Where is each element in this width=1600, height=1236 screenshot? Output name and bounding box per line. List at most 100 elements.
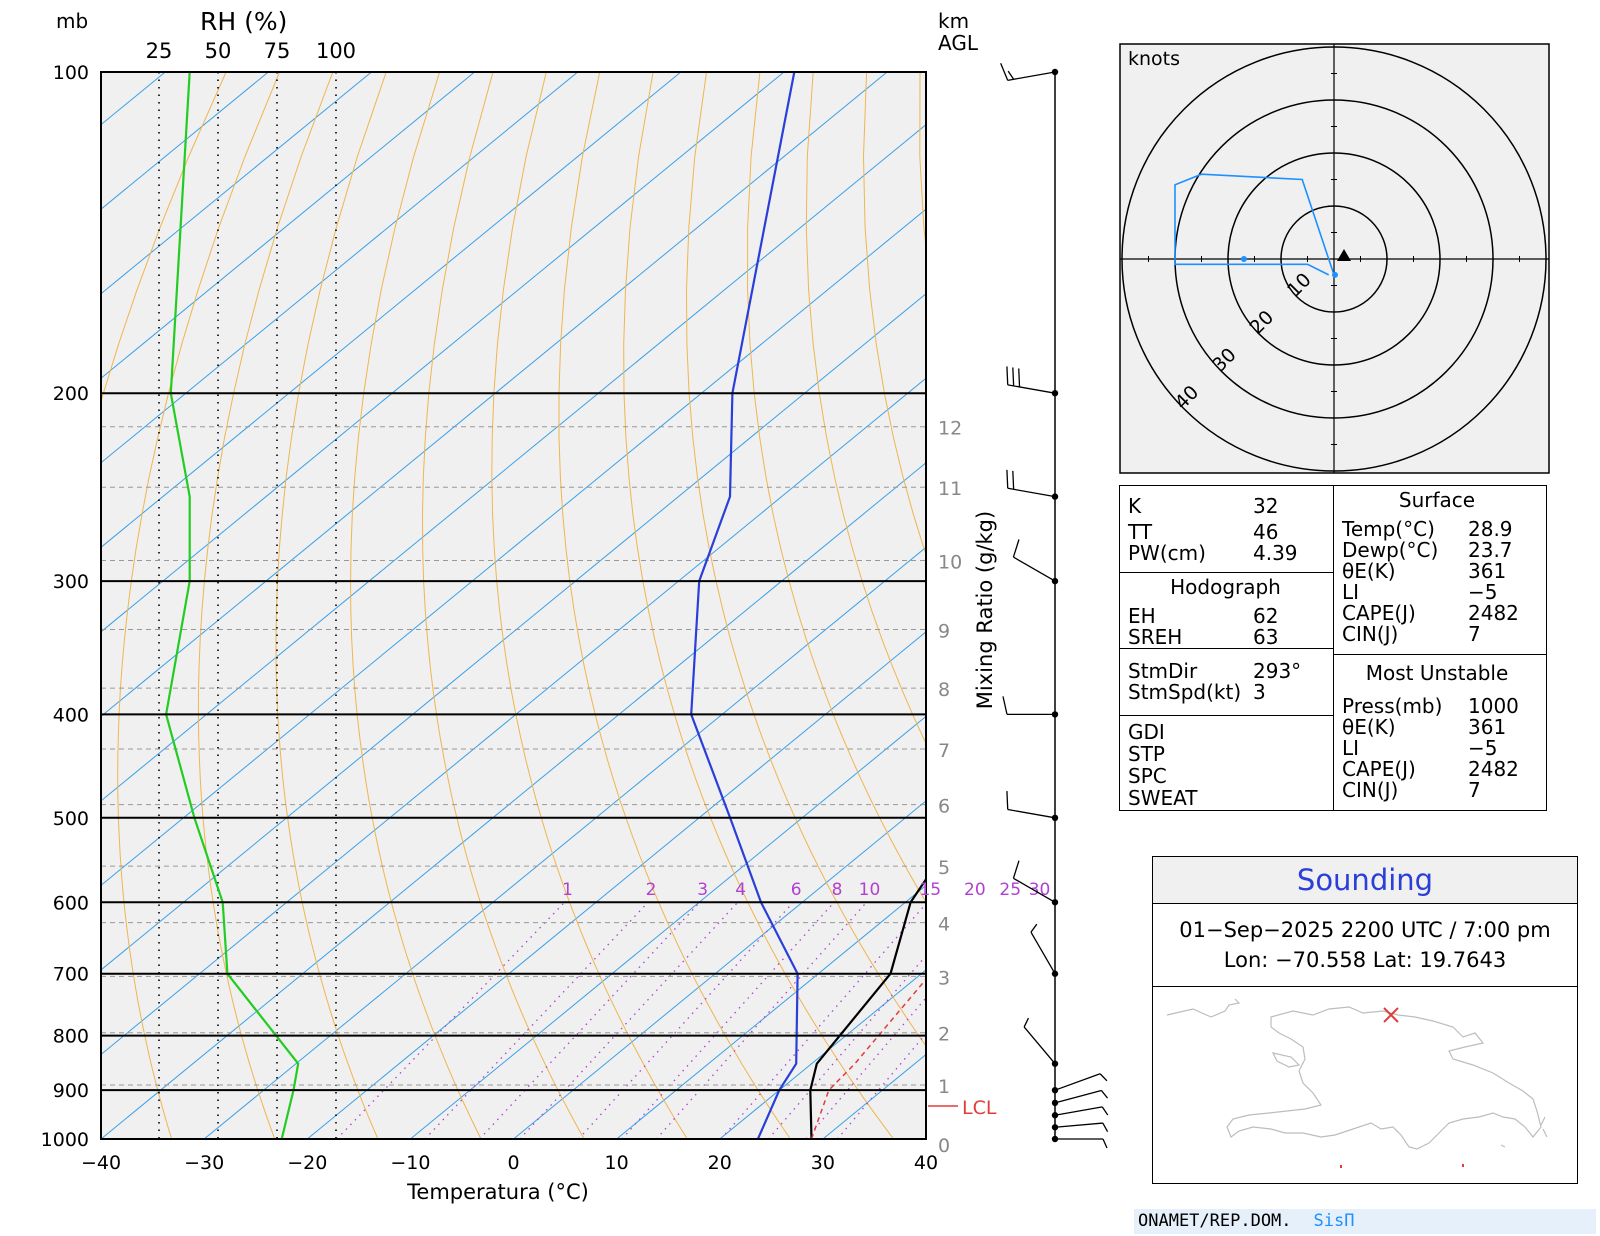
mixing-ratio-tick-label: 6: [791, 880, 802, 900]
wind-barb-flag: [1023, 1017, 1030, 1028]
mixing-ratio-line: [767, 954, 926, 1139]
pressure-tick-label: 1000: [41, 1129, 89, 1151]
spc-label: SPC: [1128, 764, 1167, 788]
isotherm-line: [203, 546, 926, 1139]
dry-adiabat-line: [685, 72, 926, 1047]
most-unstable-label: CAPE(J): [1342, 757, 1416, 781]
isotherm-line: [410, 715, 926, 1139]
temperature-tick-label: 0: [507, 1152, 519, 1174]
mixing-ratio-tick-label: 15: [919, 880, 941, 900]
height-tick-label: 3: [938, 967, 950, 989]
stp-label: STP: [1128, 742, 1165, 766]
most-unstable-row: θE(K) 361: [1342, 717, 1532, 738]
isotherm-line: [101, 208, 926, 887]
wind-barb: [1007, 384, 1056, 394]
mixing-ratio-tick-label: 30: [1029, 880, 1051, 900]
wind-barb-flag: [1006, 366, 1009, 385]
mixing-ratio-tick-label: 8: [832, 880, 843, 900]
most-unstable-value: 361: [1468, 715, 1507, 739]
wind-barb-flag: [1007, 70, 1015, 80]
isotherm-line: [101, 72, 579, 464]
most-unstable-value: 2482: [1468, 757, 1519, 781]
indices-panel: K 32 TT 46 PW(cm) 4.39 Hodograph EH 62 SREH 6…: [1119, 485, 1547, 811]
height-tick-label: 1: [938, 1076, 950, 1098]
wind-barb-flag: [1102, 1138, 1108, 1149]
mixing-ratio-line: [336, 901, 566, 1139]
surface-label: Dewp(°C): [1342, 538, 1439, 562]
station-location-marker: [1383, 1007, 1399, 1023]
mixing-ratio-tick-label: 4: [735, 880, 746, 900]
most-unstable-value: 7: [1468, 778, 1481, 802]
wind-level-dot: [1051, 1099, 1059, 1107]
temperature-tick-label: −20: [287, 1152, 327, 1174]
most-unstable-value: −5: [1468, 736, 1498, 760]
sweat-label: SWEAT: [1128, 786, 1198, 810]
wind-barb-flag: [1012, 367, 1015, 386]
temperature-tick-label: −30: [184, 1152, 224, 1174]
rh-tick-label: 100: [316, 39, 356, 63]
hodograph-section-header: Hodograph: [1170, 575, 1281, 599]
isotherm-line: [101, 72, 372, 295]
isotherm-line: [101, 72, 888, 718]
temperature-tick-label: 20: [708, 1152, 732, 1174]
mixing-ratio-line: [720, 902, 926, 1139]
isotherm-line: [101, 462, 926, 1139]
height-tick-label: 7: [938, 740, 950, 762]
isotherm-line: [513, 800, 926, 1139]
wind-level-dot: [1051, 1124, 1059, 1131]
wind-barb-flag: [1012, 539, 1020, 558]
wind-barb: [1013, 877, 1056, 903]
dry-adiabat-line: [747, 72, 926, 904]
most-unstable-row: LI −5: [1342, 738, 1532, 759]
wind-barb: [1013, 556, 1056, 582]
footer-brand: SisΠ: [1313, 1211, 1355, 1231]
mixing-ratio-tick-label: 25: [999, 880, 1021, 900]
x-axis-title: Temperatura (°C): [406, 1180, 589, 1204]
mixing-ratio-line: [621, 901, 835, 1139]
most-unstable-label: LI: [1342, 736, 1360, 760]
dry-adiabat-line: [558, 72, 791, 1139]
most-unstable-row: Press(mb) 1000: [1342, 696, 1532, 717]
lcl-label: LCL: [962, 1097, 997, 1119]
tt-value: 46: [1253, 520, 1279, 544]
tt-label: TT: [1128, 520, 1153, 544]
height-tick-label: 5: [938, 857, 950, 879]
gdi-label: GDI: [1128, 720, 1165, 744]
stmspd-label: StmSpd(kt): [1128, 680, 1242, 704]
most-unstable-row: CIN(J) 7: [1342, 780, 1532, 801]
surface-label: CIN(J): [1342, 622, 1399, 646]
surface-value: 28.9: [1468, 517, 1513, 541]
temperature-tick-label: −10: [390, 1152, 430, 1174]
pressure-tick-label: 100: [53, 62, 89, 84]
sounding-coordinates: Lon: −70.558 Lat: 19.7643: [1223, 948, 1507, 972]
dry-adiabat-line: [805, 72, 926, 745]
isotherm-line: [616, 884, 926, 1139]
dry-adiabat-line: [117, 72, 280, 1139]
most-unstable-label: Press(mb): [1342, 694, 1443, 718]
hodograph-unit-label: knots: [1128, 48, 1180, 70]
dry-adiabat-line: [862, 72, 926, 556]
isotherm-line: [101, 377, 926, 1056]
pressure-tick-label: 300: [53, 571, 89, 593]
hodograph-trace: [1174, 173, 1335, 276]
rh-tick-label: 25: [146, 39, 173, 63]
rh-tick-label: 50: [205, 39, 232, 63]
height-tick-label: 8: [938, 679, 950, 701]
sreh-label: SREH: [1128, 625, 1183, 649]
agl-label: AGL: [938, 31, 979, 55]
wind-barb: [1007, 808, 1056, 819]
hodograph-point: [1332, 271, 1338, 278]
surface-value: 361: [1468, 559, 1507, 583]
mixing-ratio-tick-label: 20: [964, 880, 986, 900]
k-value: 32: [1253, 494, 1279, 518]
mixing-ratio-tick-label: 3: [697, 880, 708, 900]
dry-adiabat-line: [491, 72, 688, 1139]
pressure-tick-label: 900: [53, 1080, 89, 1102]
height-tick-label: 10: [938, 552, 962, 574]
storm-motion-marker: [1337, 249, 1351, 261]
surface-value: 23.7: [1468, 538, 1513, 562]
wind-barb: [1054, 1106, 1103, 1116]
pressure-tick-label: 600: [53, 892, 89, 914]
